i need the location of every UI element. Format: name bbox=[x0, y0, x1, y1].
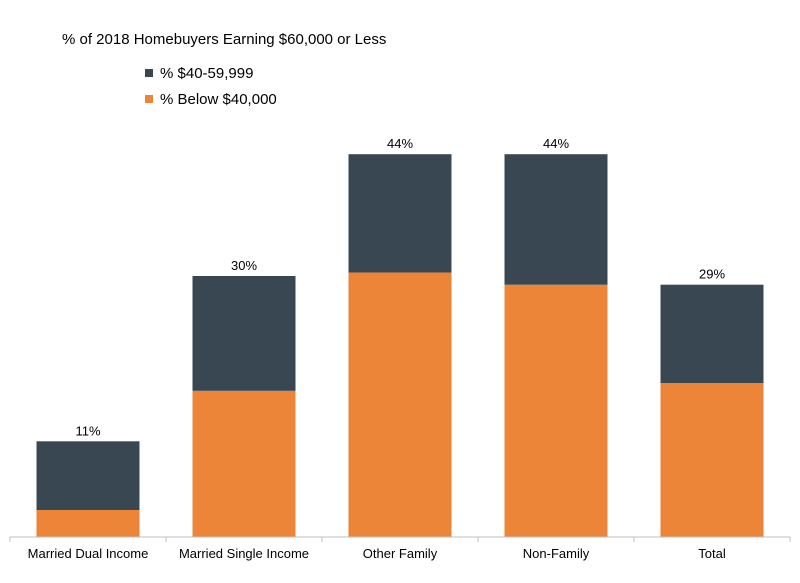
total-label-married-dual-income: 11% bbox=[75, 423, 100, 438]
total-label-other-family: 44% bbox=[387, 136, 413, 151]
category-label-married-dual-income: Married Dual Income bbox=[28, 546, 149, 561]
category-label-total: Total bbox=[698, 546, 726, 561]
bar-total-below-40000 bbox=[660, 383, 764, 537]
total-label-total: 29% bbox=[699, 267, 725, 282]
legend: % $40-59,999 % Below $40,000 bbox=[145, 65, 277, 108]
bar-non-family-below-40000 bbox=[504, 284, 608, 537]
legend-swatch-below-40000 bbox=[145, 95, 153, 103]
total-labels-group: 11% 30% 44% 44% 29% bbox=[75, 136, 725, 438]
total-label-married-single-income: 30% bbox=[231, 258, 257, 273]
bar-non-family-40-59999 bbox=[504, 154, 608, 285]
bar-married-single-income-below-40000 bbox=[192, 390, 296, 537]
bar-other-family-below-40000 bbox=[348, 272, 452, 537]
bar-married-dual-income-below-40000 bbox=[36, 510, 140, 537]
category-label-married-single-income: Married Single Income bbox=[179, 546, 309, 561]
legend-label-40-59999: % $40-59,999 bbox=[160, 65, 253, 82]
bars-group bbox=[36, 154, 764, 537]
bar-married-single-income-40-59999 bbox=[192, 276, 296, 391]
category-label-non-family: Non-Family bbox=[523, 546, 590, 561]
chart-title: % of 2018 Homebuyers Earning $60,000 or … bbox=[62, 31, 386, 48]
category-labels-group: Married Dual Income Married Single Income… bbox=[28, 546, 726, 561]
bar-other-family-40-59999 bbox=[348, 154, 452, 273]
x-axis-ticks bbox=[9, 537, 791, 542]
legend-swatch-40-59999 bbox=[145, 69, 153, 77]
bar-total-40-59999 bbox=[660, 284, 764, 383]
category-label-other-family: Other Family bbox=[363, 546, 438, 561]
total-label-non-family: 44% bbox=[543, 136, 569, 151]
legend-label-below-40000: % Below $40,000 bbox=[160, 91, 277, 108]
bar-married-dual-income-40-59999 bbox=[36, 441, 140, 510]
